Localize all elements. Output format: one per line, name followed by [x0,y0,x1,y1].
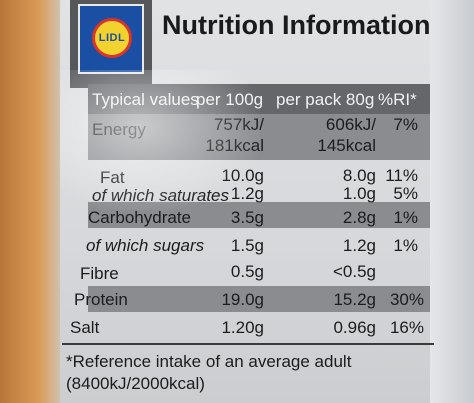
fat-ri: 11% [385,166,418,185]
row-label-salt: Salt [70,318,100,337]
row-label-fibre: Fibre [80,264,119,283]
header-per-pack: per pack 80g [276,90,375,109]
saturates-pack: 1.0g [342,184,376,203]
package-background-right [430,0,474,403]
energy-pack-kj: 606kJ/ [325,115,376,134]
sugars-per100: 1.5g [230,236,264,255]
carbohydrate-ri: 1% [393,208,418,227]
saturates-ri: 5% [393,184,418,203]
package-background-left [0,0,70,403]
row-label-protein: Protein [74,290,128,309]
protein-row-band [88,286,430,312]
reference-separator [62,343,434,345]
energy-pack-kcal: 145kcal [317,136,376,155]
header-per-100g: per 100g [196,90,264,109]
salt-per100: 1.20g [221,318,264,337]
lidl-logo: LIDL [78,4,144,74]
energy-ri: 7% [393,115,418,134]
carbohydrate-per100: 3.5g [230,208,264,227]
fat-per100: 10.0g [221,166,264,185]
row-label-sugars: of which sugars [86,236,205,255]
energy-per100-kj: 757kJ/ [213,115,264,134]
salt-pack: 0.96g [333,318,376,337]
fibre-per100: 0.5g [230,262,264,281]
reference-values: (8400kJ/2000kcal) [66,374,205,393]
protein-pack: 15.2g [333,290,376,309]
logo-circle: LIDL [92,18,132,58]
reference-note: *Reference intake of an average adult [66,352,352,371]
fibre-pack: <0.5g [332,262,376,281]
header-typical-values: Typical values [92,90,199,109]
energy-per100-kcal: 181kcal [205,136,264,155]
sugars-pack: 1.2g [342,236,376,255]
sugars-ri: 1% [393,236,418,255]
fat-pack: 8.0g [342,166,376,185]
protein-ri: 30% [389,290,424,309]
logo-text: LIDL [98,32,126,44]
row-label-carbohydrate: Carbohydrate [88,208,192,227]
saturates-per100: 1.2g [230,184,264,203]
salt-ri: 16% [389,318,424,337]
nutrition-title: Nutrition Information [162,10,431,40]
row-label-fat: Fat [100,168,125,187]
carbohydrate-pack: 2.8g [342,208,376,227]
row-label-saturates: of which saturates [92,186,230,205]
protein-per100: 19.0g [221,290,264,309]
row-label-energy: Energy [92,120,146,139]
header-ri: %RI* [378,90,417,109]
